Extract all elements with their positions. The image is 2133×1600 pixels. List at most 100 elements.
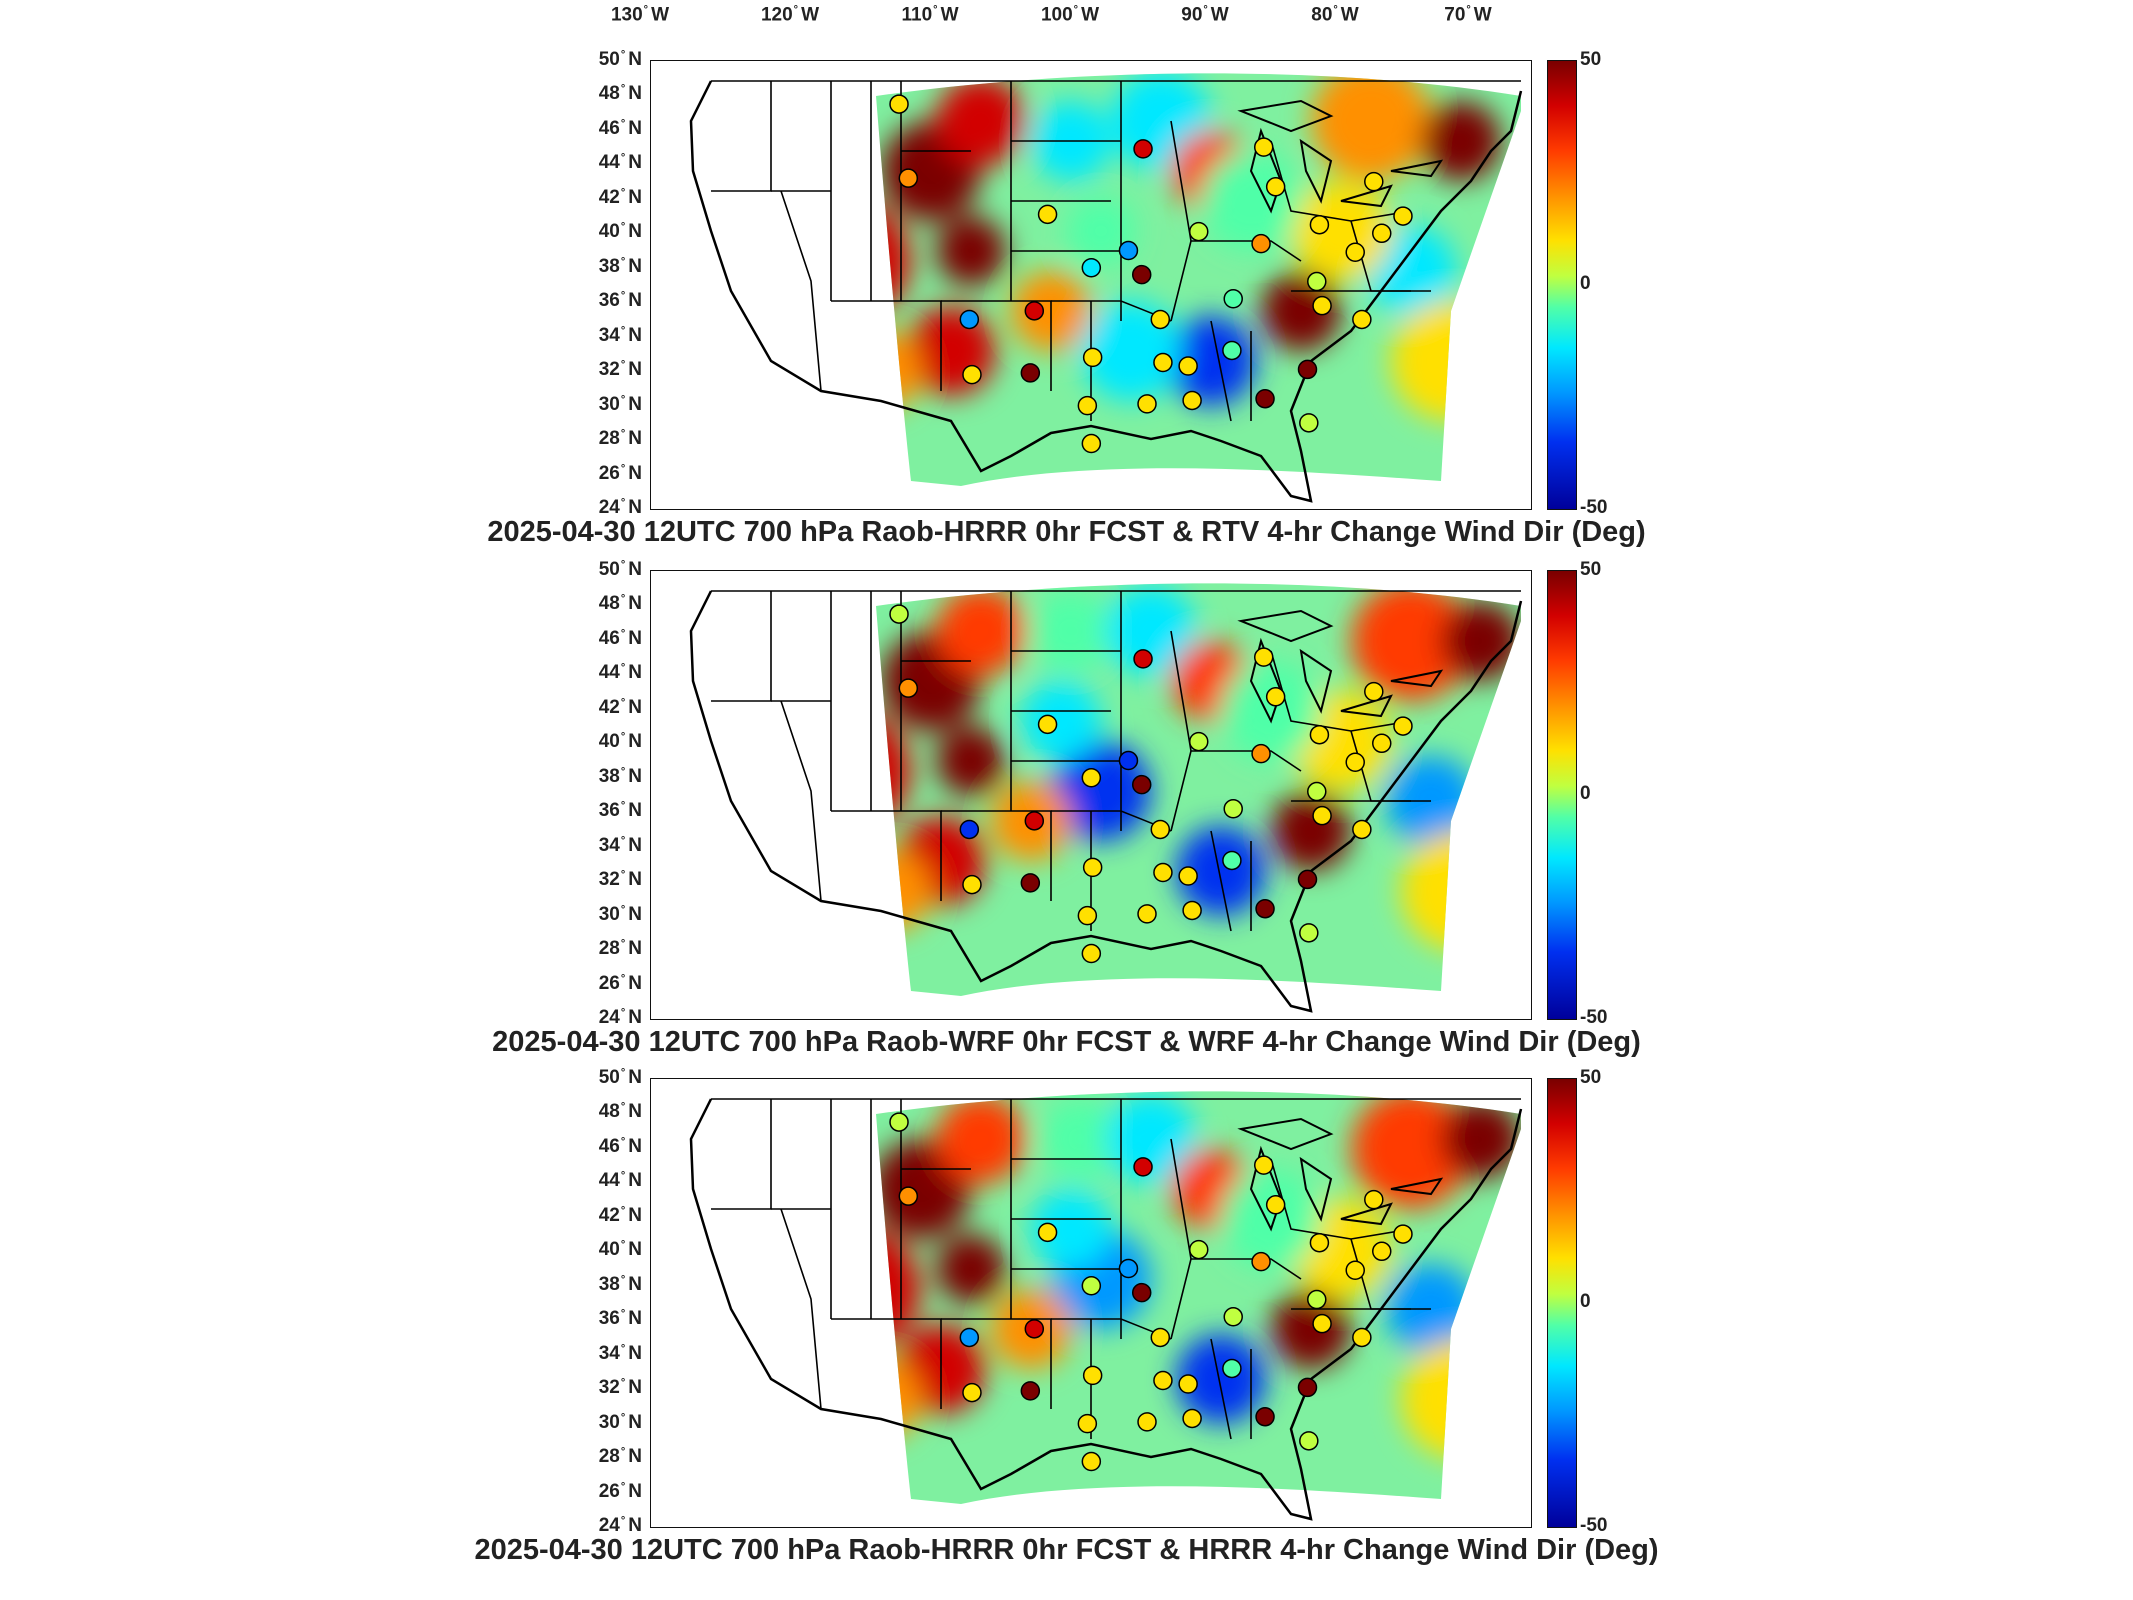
raob-station-marker [1299, 413, 1319, 433]
latitude-label: 26° N [598, 972, 642, 994]
field-region [1421, 101, 1501, 181]
state-boundary [711, 81, 772, 192]
raob-station-marker [959, 1327, 980, 1348]
latitude-label: 34° N [598, 1342, 642, 1364]
colorbar [1547, 60, 1577, 510]
field-region [1021, 681, 1101, 761]
latitude-label: 28° N [598, 937, 642, 960]
raob-station-marker [1137, 394, 1157, 414]
raob-station-marker [1182, 1408, 1202, 1429]
raob-station-marker [1020, 1381, 1041, 1401]
raob-station-marker [1223, 1307, 1243, 1327]
latitude-label: 40° N [598, 221, 642, 243]
latitude-label: 28° N [598, 427, 642, 450]
raob-station-marker [1037, 714, 1058, 735]
raob-station-marker [1297, 359, 1318, 380]
great-lake [1237, 99, 1334, 133]
latitude-label: 36° N [598, 290, 642, 312]
raob-station-marker [1393, 1224, 1413, 1244]
field-region [1166, 316, 1256, 406]
state-boundary [711, 591, 772, 702]
raob-station-marker [1037, 204, 1058, 225]
latitude-label: 46° N [598, 627, 642, 650]
raob-station-marker [1082, 1365, 1103, 1386]
latitude-label: 42° N [598, 1204, 642, 1227]
raob-station-marker [1131, 264, 1152, 285]
latitude-label: 24° N [598, 1006, 642, 1029]
longitude-label: 100° W [1040, 4, 1100, 26]
raob-station-marker [1312, 295, 1332, 316]
raob-station-marker [1364, 171, 1384, 192]
raob-station-marker [1081, 1276, 1102, 1296]
latitude-label: 50° N [598, 558, 642, 581]
great-lake [1237, 609, 1334, 643]
raob-station-marker [1255, 898, 1275, 919]
raob-station-marker [1307, 1289, 1327, 1310]
latitude-label: 48° N [598, 83, 642, 105]
latitude-label: 44° N [598, 152, 642, 174]
raob-station-marker [1222, 340, 1242, 361]
raob-station-marker [1024, 1319, 1045, 1339]
state-boundary [1191, 750, 1302, 772]
panel-caption: 2025-04-30 12UTC 700 hPa Raob-HRRR 0hr F… [474, 1534, 1659, 1566]
raob-station-marker [1077, 395, 1098, 416]
great-lake [1249, 1145, 1283, 1232]
raob-station-marker [1345, 242, 1365, 263]
latitude-label: 38° N [598, 255, 642, 277]
latitude-label: 50° N [598, 1066, 642, 1089]
latitude-label: 42° N [598, 696, 642, 719]
latitude-label: 32° N [598, 358, 642, 381]
raob-station-marker [1222, 850, 1242, 871]
raob-station-marker [1312, 1313, 1332, 1334]
map-plot [650, 1078, 1532, 1528]
latitude-label: 48° N [598, 1101, 642, 1123]
latitude-label: 38° N [598, 765, 642, 787]
raob-station-marker [1020, 873, 1041, 893]
raob-station-marker [1345, 752, 1365, 773]
longitude-axis: 130° W 120° W 110° W 100° W 90° W 80° W 70° W [0, 4, 2133, 34]
map-plot [650, 570, 1532, 1020]
state-boundary [780, 700, 822, 902]
colorbar-tick: 0 [1580, 273, 1591, 294]
raob-station-marker [1255, 388, 1275, 409]
raob-station-marker [1307, 781, 1327, 802]
field-region [936, 586, 1026, 676]
latitude-label: 46° N [598, 117, 642, 140]
raob-station-marker [1178, 1374, 1198, 1394]
field-region [876, 851, 931, 931]
raob-station-marker [1081, 768, 1102, 788]
raob-station-marker [1137, 904, 1157, 924]
state-boundary [780, 190, 822, 392]
field-region [876, 711, 911, 831]
state-boundary [780, 1208, 822, 1410]
latitude-label: 42° N [598, 186, 642, 209]
raob-station-marker [1253, 137, 1274, 157]
latitude-label: 34° N [598, 324, 642, 346]
great-lake [1340, 1202, 1393, 1226]
raob-station-marker [1118, 750, 1139, 771]
latitude-label: 40° N [598, 731, 642, 753]
raob-station-marker [1150, 309, 1171, 330]
latitude-label: 34° N [598, 834, 642, 856]
raob-station-marker [962, 1382, 982, 1403]
field-region [936, 216, 1006, 286]
colorbar-tick: -50 [1580, 497, 1608, 518]
raob-station-marker [1352, 309, 1372, 330]
latitude-label: 44° N [598, 1170, 642, 1192]
latitude-label: 40° N [598, 1239, 642, 1261]
raob-station-marker [1297, 1377, 1318, 1398]
raob-station-marker [1265, 177, 1286, 197]
state-boundary [1210, 830, 1232, 932]
raob-station-marker [1265, 1195, 1286, 1215]
raob-station-marker [898, 678, 919, 698]
raob-station-marker [959, 309, 980, 330]
longitude-label: 80° W [1311, 4, 1359, 26]
raob-station-marker [1309, 724, 1330, 745]
latitude-label: 38° N [598, 1273, 642, 1295]
latitude-label: 44° N [598, 662, 642, 684]
great-lake [1249, 127, 1283, 214]
field-region [1271, 791, 1351, 871]
raob-station-marker [1297, 869, 1318, 890]
raob-station-marker [959, 819, 980, 840]
raob-station-marker [1150, 1327, 1171, 1348]
